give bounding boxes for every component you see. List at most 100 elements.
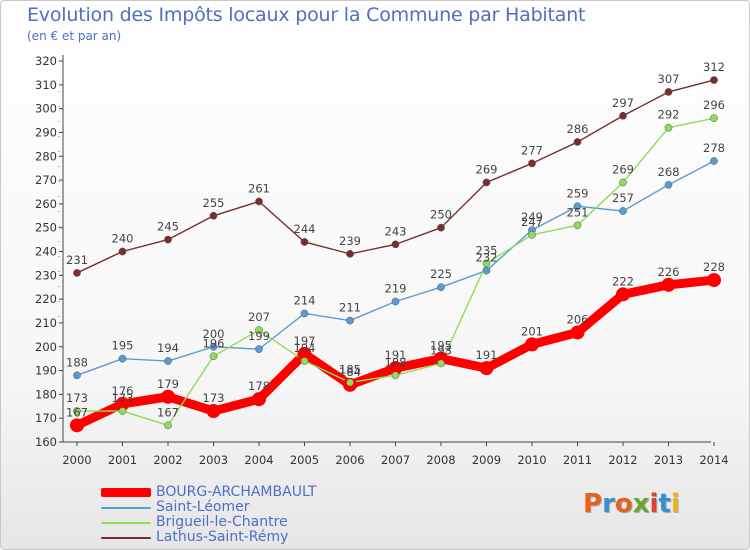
data-label: 269: [476, 162, 498, 176]
value-labels: 167 176 179 173 178 197 184 191 195 191 201 206 222 2…: [66, 60, 725, 419]
data-point: [664, 180, 673, 189]
data-point: [209, 352, 218, 361]
data-label: 176: [112, 384, 134, 398]
data-point: [346, 250, 354, 258]
data-label: 178: [248, 379, 270, 393]
data-label: 200: [203, 327, 225, 341]
logo-letter: i: [670, 489, 680, 519]
data-label: 173: [203, 391, 225, 405]
data-label: 188: [385, 355, 407, 369]
data-point: [164, 357, 172, 365]
y-tick-label: 210: [35, 316, 57, 330]
y-tick-label: 260: [35, 197, 57, 211]
data-point: [573, 221, 582, 230]
logo-letter: x: [632, 489, 650, 519]
x-tick-label: 2014: [699, 453, 728, 467]
y-tick-label: 180: [35, 387, 57, 401]
data-label: 179: [157, 377, 179, 391]
axes: 160 170 180 190 200 210 220 230 240 250 260 270 280 2…: [35, 54, 729, 467]
data-label: 307: [658, 72, 680, 86]
data-point: [391, 371, 400, 380]
data-point: [661, 277, 676, 292]
x-tick-label: 2002: [153, 453, 182, 467]
legend-item: Lathus-Saint-Rémy: [101, 530, 316, 545]
data-point: [252, 392, 266, 407]
data-point: [73, 371, 81, 380]
data-point: [664, 88, 673, 96]
data-point: [73, 407, 81, 415]
data-label: 188: [66, 355, 88, 369]
data-label: 194: [294, 341, 316, 355]
data-point: [479, 361, 494, 376]
data-point: [437, 223, 445, 232]
y-tick-label: 230: [35, 268, 57, 282]
legend-item: Brigueil-le-Chantre: [101, 515, 316, 530]
chart-title: Evolution des Impôts locaux pour la Comm…: [27, 4, 586, 26]
x-tick-label: 2007: [381, 453, 410, 467]
legend-item: Saint-Léomer: [101, 500, 316, 515]
x-tick-label: 2003: [199, 453, 228, 467]
legend-label: Lathus-Saint-Rémy: [156, 529, 289, 545]
data-point: [573, 202, 582, 211]
data-point: [255, 345, 263, 353]
logo-letter: i: [649, 489, 659, 519]
data-label: 286: [567, 122, 589, 136]
data-point: [528, 230, 536, 239]
data-label: 191: [385, 348, 407, 362]
data-label: 278: [703, 141, 725, 155]
data-label: 297: [612, 96, 634, 110]
data-label: 201: [521, 324, 543, 338]
data-label: 245: [157, 220, 179, 234]
logo-letter: r: [602, 489, 615, 519]
proxiti-logo: Proxiti: [583, 489, 680, 519]
data-point: [346, 378, 354, 387]
logo-letter: P: [583, 489, 603, 519]
y-tick-label: 300: [35, 102, 57, 116]
data-point: [161, 389, 175, 404]
data-point: [70, 418, 84, 433]
data-label: 199: [248, 329, 270, 343]
legend-label: BOURG-ARCHAMBAULT: [156, 484, 317, 500]
y-tick-label: 310: [35, 78, 57, 92]
data-label: 195: [112, 339, 134, 353]
y-tick-label: 280: [35, 149, 57, 163]
data-label: 247: [521, 215, 543, 229]
legend-label: Brigueil-le-Chantre: [156, 514, 288, 530]
data-label: 194: [157, 341, 179, 355]
data-label: 193: [430, 343, 452, 357]
data-point: [255, 197, 263, 206]
data-label: 231: [66, 253, 88, 267]
logo-letter: o: [614, 489, 633, 519]
data-label: 312: [703, 60, 725, 74]
data-point: [118, 247, 127, 256]
y-tick-label: 250: [35, 221, 57, 235]
x-tick-label: 2010: [517, 453, 546, 467]
data-point: [707, 273, 721, 288]
data-point: [255, 326, 263, 334]
data-point: [710, 157, 718, 165]
data-label: 225: [430, 267, 452, 281]
data-label: 269: [612, 162, 634, 176]
x-tick-label: 2001: [108, 453, 137, 467]
chart-subtitle: (en € et par an): [27, 29, 122, 43]
data-point: [710, 114, 718, 123]
data-point: [164, 235, 172, 244]
data-point: [619, 178, 627, 187]
data-point: [482, 259, 491, 268]
data-point: [616, 287, 630, 302]
data-point: [528, 159, 536, 168]
legend-swatch: [101, 521, 151, 524]
data-label: 214: [294, 293, 316, 307]
data-label: 296: [703, 98, 725, 112]
data-point: [164, 421, 172, 430]
y-tick-label: 240: [35, 245, 57, 259]
data-label: 167: [66, 405, 88, 419]
data-point: [437, 283, 445, 292]
data-point: [437, 359, 445, 368]
series-points: [70, 76, 721, 433]
data-point: [570, 325, 585, 340]
data-point: [346, 316, 354, 325]
y-tick-label: 290: [35, 125, 57, 139]
